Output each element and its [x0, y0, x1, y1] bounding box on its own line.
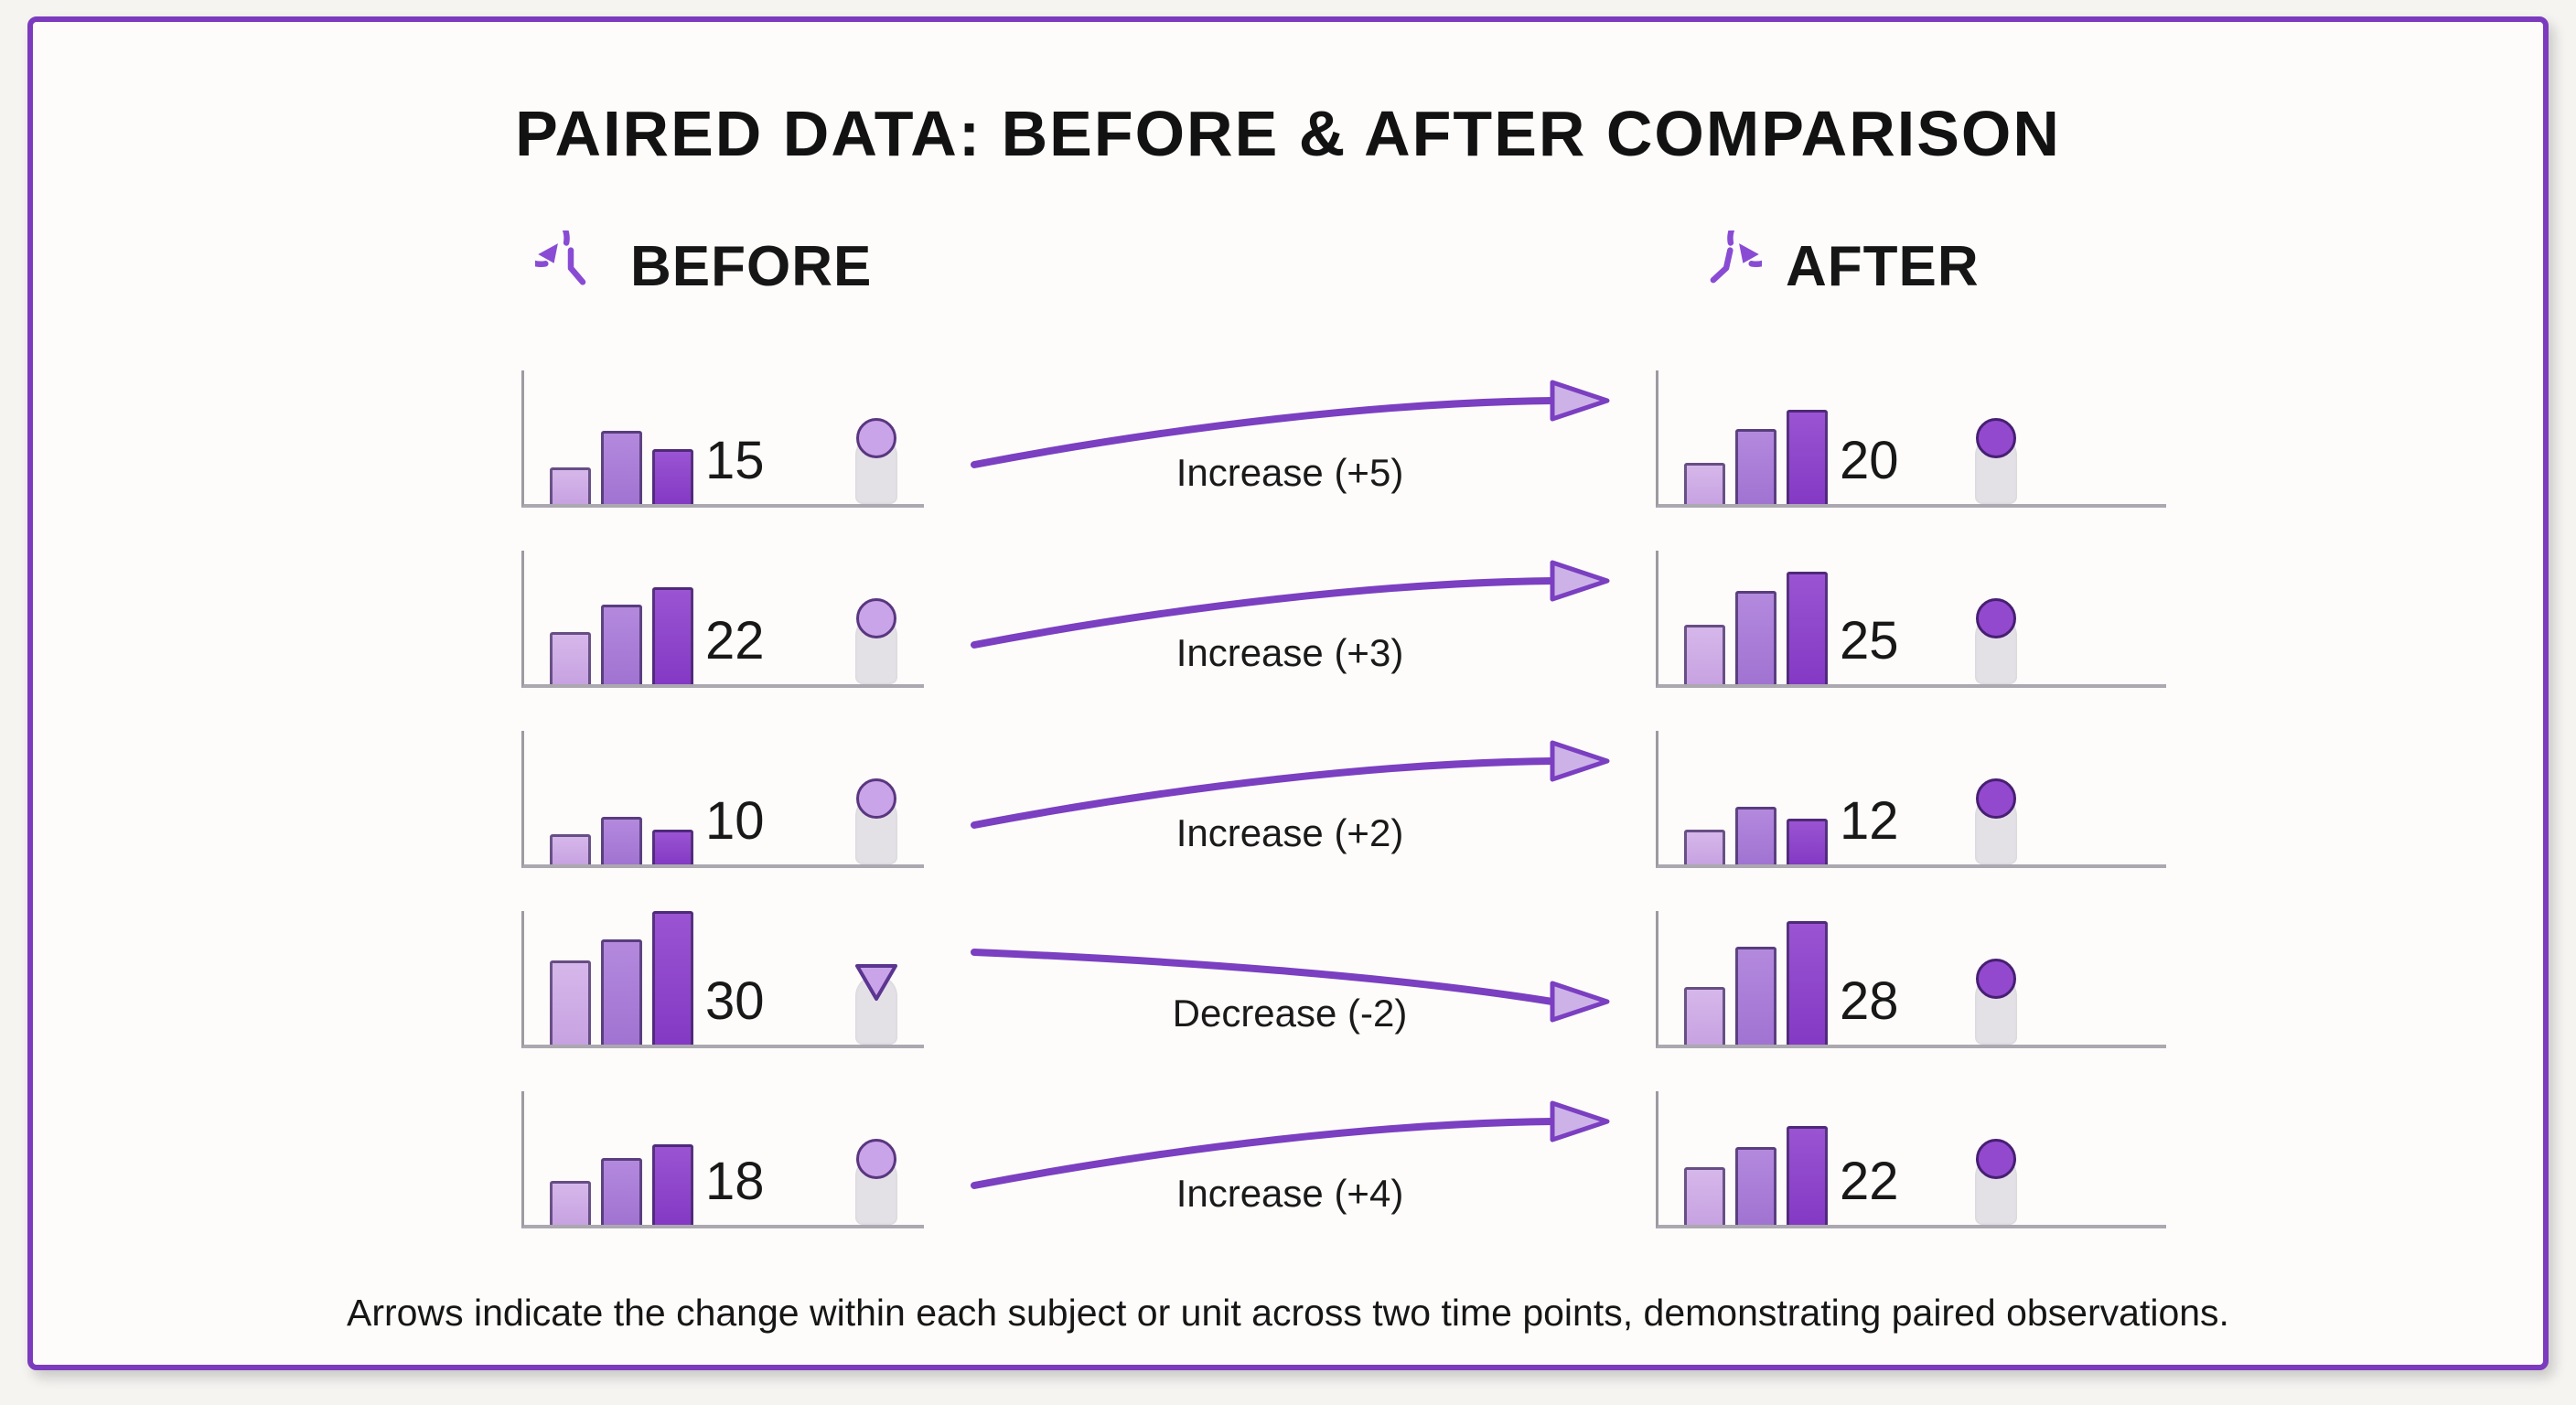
change-arrow-icon — [971, 949, 1610, 1023]
bar-medium — [601, 939, 642, 1045]
bar-dark — [1787, 921, 1828, 1045]
marker-dot — [1976, 1139, 2016, 1179]
bar-dark — [652, 449, 693, 504]
bar-medium — [601, 431, 642, 504]
after-value: 28 — [1840, 971, 1899, 1031]
bar-medium — [601, 1158, 642, 1225]
after-mini-bar-chart: 28 — [1656, 911, 2166, 1048]
change-arrow-zone: Increase (+4) — [965, 1085, 1615, 1265]
marker-dot — [1976, 778, 2016, 819]
change-arrow-zone: Increase (+3) — [965, 544, 1615, 724]
footer-caption: Arrows indicate the change within each s… — [347, 1292, 2229, 1334]
comparison-row: 18 Increase (+4) 22 — [0, 1085, 2576, 1265]
bar-light — [550, 467, 591, 504]
before-mini-bar-chart: 30 — [521, 911, 924, 1048]
change-label: Increase (+4) — [1175, 1172, 1404, 1215]
bar-medium — [1735, 1147, 1776, 1225]
comparison-row: 30 Decrease (-2) 28 — [0, 905, 2576, 1085]
bar-dark — [652, 911, 693, 1045]
marker-dot — [856, 418, 896, 458]
after-mini-bar-chart: 25 — [1656, 551, 2166, 688]
marker-dot — [1976, 959, 2016, 999]
comparison-rows: 15 Increase (+5) 20 22 — [0, 364, 2576, 1265]
bar-dark — [1787, 572, 1828, 684]
bar-medium — [601, 817, 642, 864]
bar-medium — [1735, 807, 1776, 864]
page-title: PAIRED DATA: BEFORE & AFTER COMPARISON — [515, 98, 2061, 169]
bar-light — [1684, 463, 1725, 504]
before-value: 15 — [705, 431, 765, 490]
change-label: Increase (+2) — [1175, 811, 1404, 854]
before-value: 18 — [705, 1152, 765, 1211]
bar-dark — [652, 830, 693, 864]
change-arrow-icon — [971, 380, 1610, 468]
after-column-header: AFTER — [1690, 231, 1980, 302]
bar-light — [550, 632, 591, 684]
after-mini-bar-chart: 20 — [1656, 370, 2166, 508]
change-arrow-zone: Increase (+2) — [965, 724, 1615, 905]
after-value: 20 — [1840, 431, 1899, 490]
comparison-row: 10 Increase (+2) 12 — [0, 724, 2576, 905]
bar-light — [1684, 1167, 1725, 1225]
change-arrow-zone: Decrease (-2) — [965, 905, 1615, 1085]
triangle-down-icon — [855, 964, 897, 1001]
bar-dark — [1787, 410, 1828, 504]
before-mini-bar-chart: 18 — [521, 1091, 924, 1228]
after-value: 25 — [1840, 611, 1899, 670]
marker-dot — [856, 598, 896, 638]
before-value: 30 — [705, 971, 765, 1031]
comparison-row: 22 Increase (+3) 25 — [0, 544, 2576, 724]
change-arrow-zone: Increase (+5) — [965, 364, 1615, 544]
before-mini-bar-chart: 22 — [521, 551, 924, 688]
change-label: Decrease (-2) — [1172, 992, 1408, 1035]
bar-light — [1684, 987, 1725, 1045]
before-label: BEFORE — [630, 234, 873, 298]
after-label: AFTER — [1786, 234, 1980, 298]
after-mini-bar-chart: 22 — [1656, 1091, 2166, 1228]
bar-medium — [1735, 591, 1776, 684]
marker-dot — [1976, 418, 2016, 458]
marker-dot — [856, 1139, 896, 1179]
change-arrow-icon — [971, 1100, 1610, 1189]
before-value: 22 — [705, 611, 765, 670]
after-mini-bar-chart: 12 — [1656, 731, 2166, 868]
comparison-card — [27, 16, 2549, 1370]
clockwise-clock-icon — [1690, 231, 1762, 302]
bar-light — [550, 834, 591, 864]
before-column-header: BEFORE — [535, 231, 872, 302]
bar-medium — [601, 605, 642, 684]
before-value: 10 — [705, 791, 765, 851]
bar-light — [550, 1181, 591, 1225]
bar-light — [1684, 625, 1725, 684]
change-label: Increase (+5) — [1175, 451, 1404, 494]
bar-dark — [1787, 819, 1828, 864]
before-mini-bar-chart: 10 — [521, 731, 924, 868]
marker-dot — [1976, 598, 2016, 638]
bar-dark — [1787, 1126, 1828, 1225]
bar-dark — [652, 1144, 693, 1225]
bar-medium — [1735, 429, 1776, 504]
comparison-row: 15 Increase (+5) 20 — [0, 364, 2576, 544]
bar-medium — [1735, 947, 1776, 1045]
bar-dark — [652, 587, 693, 684]
before-mini-bar-chart: 15 — [521, 370, 924, 508]
change-arrow-icon — [971, 560, 1610, 649]
bar-light — [550, 960, 591, 1045]
change-arrow-icon — [971, 740, 1610, 829]
change-label: Increase (+3) — [1175, 631, 1404, 674]
after-value: 12 — [1840, 791, 1899, 851]
bar-light — [1684, 830, 1725, 864]
marker-dot — [856, 778, 896, 819]
after-value: 22 — [1840, 1152, 1899, 1211]
history-clock-icon — [535, 231, 606, 302]
